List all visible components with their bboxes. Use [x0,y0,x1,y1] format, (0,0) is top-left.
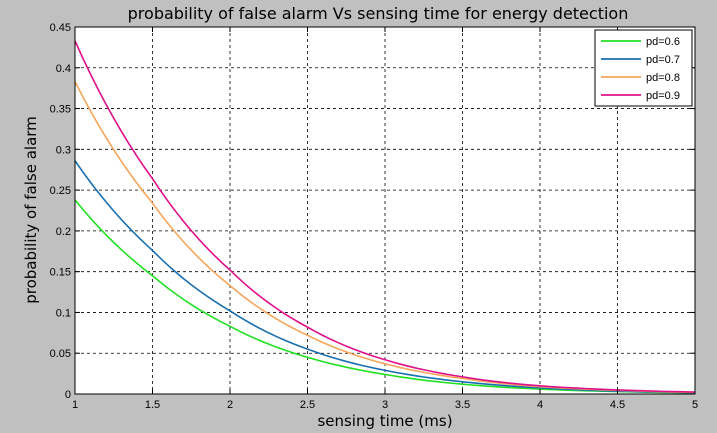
x-tick-label: 3.5 [455,399,470,411]
x-tick-label: 1.5 [145,399,160,411]
y-tick-labels: 0 0.05 0.1 0.15 0.2 0.25 0.3 0.35 0.4 0.45 [50,22,71,401]
y-tick-label: 0.4 [56,63,71,75]
legend-box [594,29,693,107]
legend-label: pd=0.9 [646,90,680,102]
x-tick-label: 3 [382,399,388,411]
chart-title: probability of false alarm Vs sensing ti… [128,4,629,23]
legend: pd=0.6 pd=0.7 pd=0.8 pd=0.9 [594,29,693,107]
y-tick-label: 0.2 [56,226,71,238]
y-tick-label: 0 [65,389,71,401]
x-tick-label: 2 [227,399,233,411]
y-tick-label: 0.45 [50,22,71,34]
grid [75,27,695,394]
x-tick-label: 4 [537,399,543,411]
y-tick-label: 0.3 [56,144,71,156]
x-tick-labels: 1 1.5 2 2.5 3 3.5 4 4.5 5 [72,399,698,411]
ticks [74,26,696,395]
legend-label: pd=0.8 [646,72,680,84]
series-layer [74,40,696,394]
series-line-pd=0.7 [74,160,696,394]
y-axis-label: probability of false alarm [22,116,40,304]
x-tick-label: 5 [692,399,698,411]
x-tick-label: 1 [72,399,78,411]
legend-label: pd=0.6 [646,36,680,48]
x-tick-label: 2.5 [300,399,315,411]
x-tick-label: 4.5 [610,399,625,411]
y-tick-label: 0.05 [50,348,71,360]
y-tick-label: 0.15 [50,267,71,279]
y-tick-label: 0.25 [50,185,71,197]
legend-label: pd=0.7 [646,54,680,66]
x-axis-label: sensing time (ms) [317,412,452,430]
series-line-pd=0.9 [74,40,696,393]
y-tick-label: 0.35 [50,104,71,116]
y-tick-label: 0.1 [56,307,71,319]
